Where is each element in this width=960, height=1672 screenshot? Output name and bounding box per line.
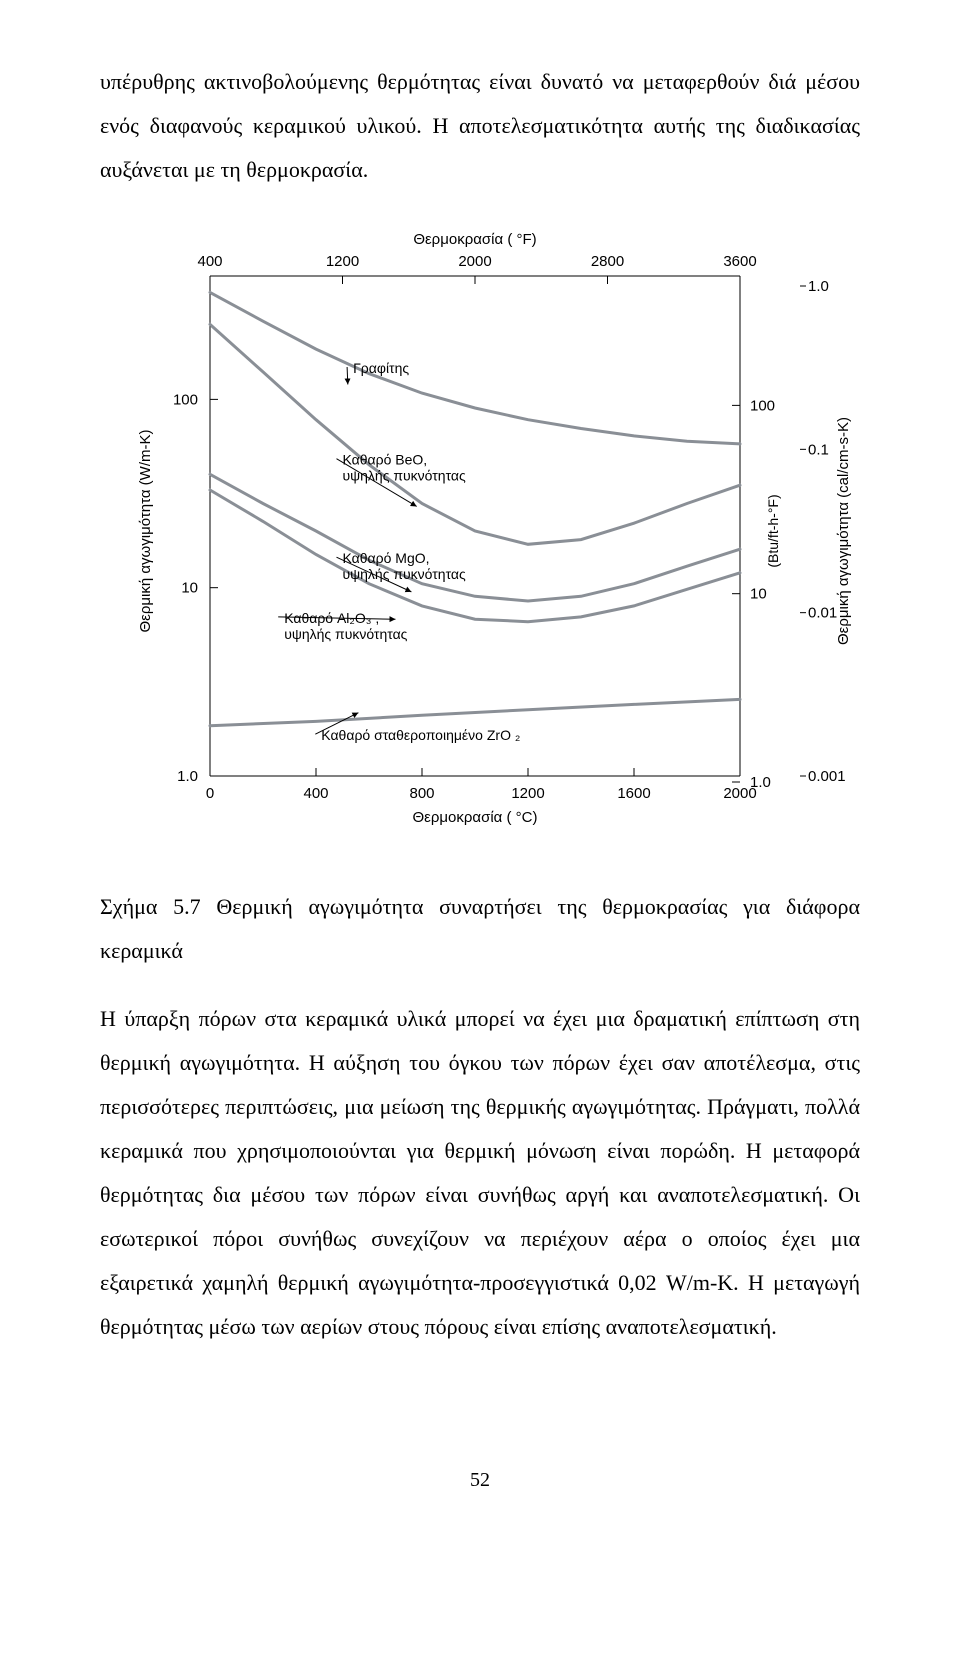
svg-text:Γραφίτης: Γραφίτης xyxy=(353,360,409,376)
svg-text:(Btu/ft-h-°F): (Btu/ft-h-°F) xyxy=(765,494,781,567)
svg-text:Θερμική αγωγιμότητα (W/m-K): Θερμική αγωγιμότητα (W/m-K) xyxy=(137,430,154,633)
svg-text:2000: 2000 xyxy=(458,253,491,270)
svg-text:1.0: 1.0 xyxy=(177,768,198,785)
svg-text:10: 10 xyxy=(750,586,767,603)
svg-text:Καθαρό BeO,: Καθαρό BeO, xyxy=(343,452,428,468)
paragraph-1: υπέρυθρης ακτινοβολούμενης θερμότητας εί… xyxy=(100,60,860,192)
svg-text:3600: 3600 xyxy=(723,253,756,270)
svg-text:1.0: 1.0 xyxy=(808,278,829,295)
svg-text:400: 400 xyxy=(303,785,328,802)
svg-text:0.001: 0.001 xyxy=(808,768,846,785)
svg-text:υψηλής πυκνότητας: υψηλής πυκνότητας xyxy=(343,566,466,582)
svg-text:1200: 1200 xyxy=(511,785,544,802)
svg-text:2800: 2800 xyxy=(591,253,624,270)
svg-text:100: 100 xyxy=(173,391,198,408)
page-number: 52 xyxy=(100,1469,860,1492)
thermal-conductivity-chart: 0 400 800 1200 1600 2000 Θερμοκρασία ( °C) 400 1… xyxy=(100,216,860,861)
svg-text:Θερμοκρασία ( °F): Θερμοκρασία ( °F) xyxy=(413,231,536,248)
svg-text:Καθαρό Al₂O₃ ,: Καθαρό Al₂O₃ , xyxy=(284,610,379,626)
svg-text:10: 10 xyxy=(181,580,198,597)
figure-caption: Σχήμα 5.7 Θερμική αγωγιμότητα συναρτήσει… xyxy=(100,885,860,973)
svg-text:Θερμική αγωγιμότητα (cal/cm-s-: Θερμική αγωγιμότητα (cal/cm-s-K) xyxy=(835,417,852,645)
svg-text:Θερμοκρασία ( °C): Θερμοκρασία ( °C) xyxy=(413,809,538,826)
svg-text:Καθαρό MgO,: Καθαρό MgO, xyxy=(343,550,430,566)
svg-text:1200: 1200 xyxy=(326,253,359,270)
svg-text:400: 400 xyxy=(197,253,222,270)
svg-text:0.01: 0.01 xyxy=(808,605,837,622)
svg-text:1600: 1600 xyxy=(617,785,650,802)
svg-text:0: 0 xyxy=(206,785,214,802)
svg-text:1.0: 1.0 xyxy=(750,774,771,791)
svg-text:Καθαρό σταθεροποιημένο ZrO ₂: Καθαρό σταθεροποιημένο ZrO ₂ xyxy=(321,727,520,743)
paragraph-2: Η ύπαρξη πόρων στα κεραμικά υλικά μπορεί… xyxy=(100,997,860,1349)
svg-text:800: 800 xyxy=(409,785,434,802)
svg-text:υψηλής πυκνότητας: υψηλής πυκνότητας xyxy=(343,468,466,484)
svg-text:0.1: 0.1 xyxy=(808,441,829,458)
svg-text:100: 100 xyxy=(750,397,775,414)
svg-text:υψηλής πυκνότητας: υψηλής πυκνότητας xyxy=(284,626,407,642)
